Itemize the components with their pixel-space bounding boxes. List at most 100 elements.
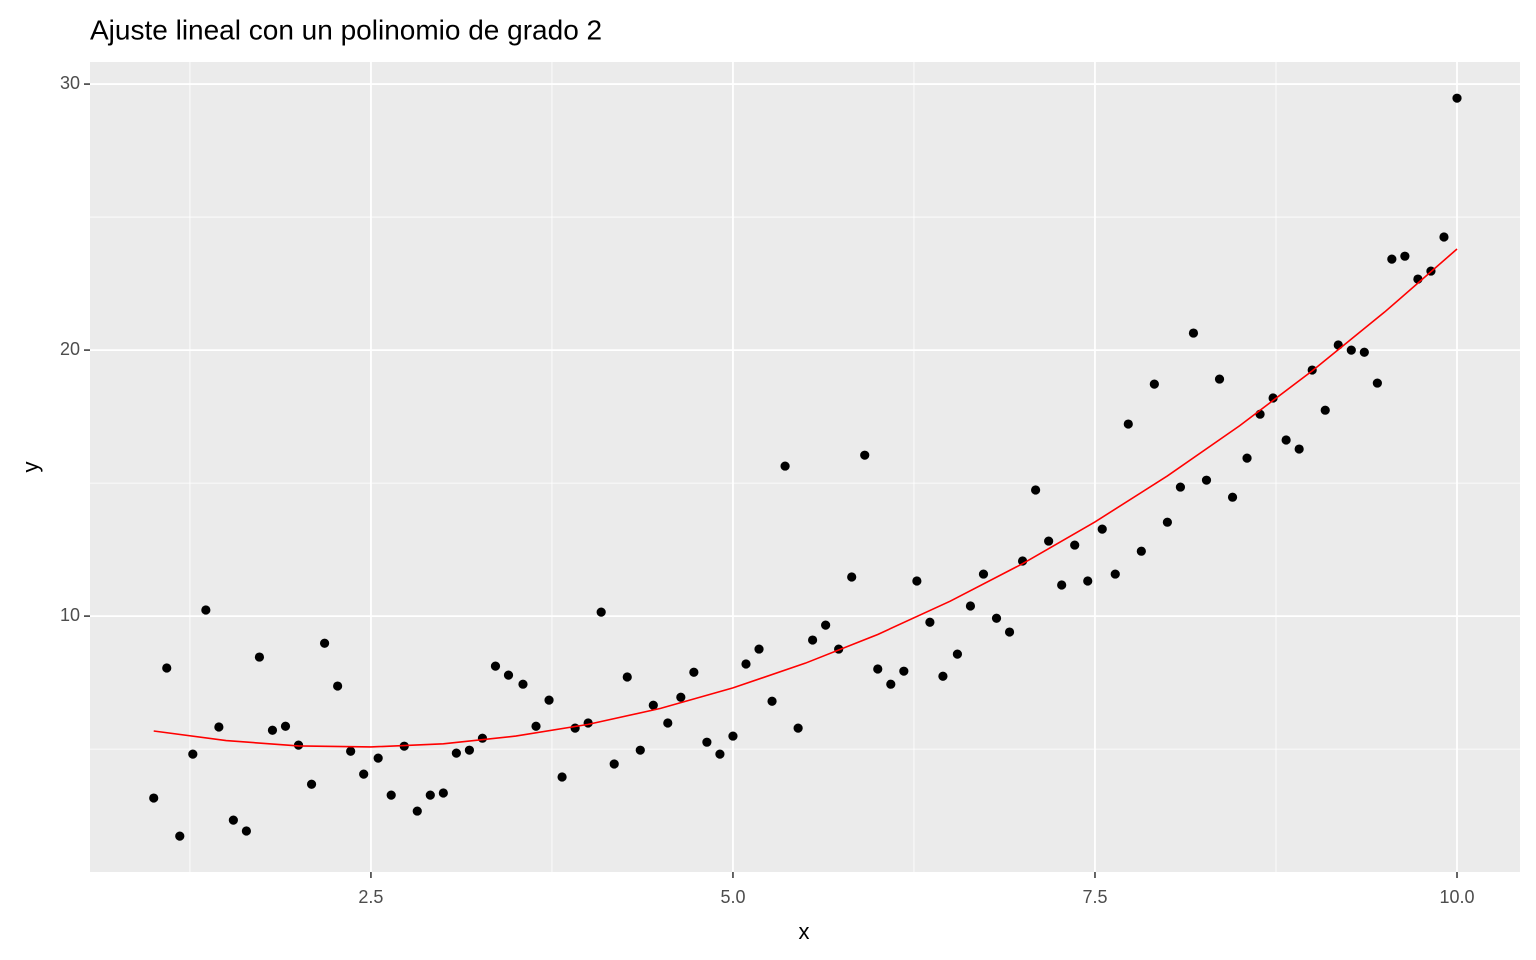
point: [1346, 345, 1356, 355]
point: [912, 576, 922, 586]
point: [860, 450, 870, 460]
point: [1452, 93, 1462, 103]
point: [1387, 254, 1397, 264]
x-axis-title: x: [799, 919, 810, 944]
point: [557, 772, 567, 782]
point: [359, 769, 369, 779]
point: [412, 806, 422, 816]
point: [188, 749, 198, 759]
point: [978, 569, 989, 579]
point: [438, 788, 448, 798]
point: [847, 572, 857, 582]
point: [228, 815, 238, 825]
point: [767, 696, 777, 706]
point: [1136, 546, 1146, 556]
point: [162, 663, 172, 673]
point: [570, 723, 580, 733]
point: [1097, 524, 1107, 534]
point: [728, 731, 738, 741]
point: [741, 659, 751, 669]
point: [1031, 485, 1041, 495]
point: [689, 667, 699, 677]
point: [319, 638, 330, 648]
point: [952, 649, 963, 659]
point: [346, 746, 356, 756]
x-tick-label: 5.0: [720, 887, 745, 907]
point: [1372, 378, 1382, 388]
x-tick-label: 2.5: [358, 887, 383, 907]
point: [965, 601, 976, 611]
point: [267, 725, 278, 735]
point: [1294, 444, 1304, 454]
point: [1057, 580, 1067, 590]
point: [280, 721, 291, 731]
y-tick-label: 20: [60, 339, 80, 359]
point: [793, 723, 803, 733]
point: [938, 671, 948, 681]
point: [715, 749, 725, 759]
point: [477, 733, 488, 743]
point: [648, 700, 658, 710]
point: [518, 679, 528, 689]
point: [663, 718, 673, 728]
point: [886, 679, 896, 689]
point: [386, 790, 396, 800]
point: [873, 664, 883, 674]
point: [425, 790, 435, 800]
panel: [90, 62, 1520, 872]
point: [544, 695, 554, 705]
point: [1110, 569, 1120, 579]
x-tick-label: 7.5: [1082, 887, 1107, 907]
point: [1123, 419, 1133, 429]
point: [1044, 536, 1054, 546]
point: [503, 670, 514, 680]
point: [373, 753, 383, 763]
point: [1320, 405, 1330, 415]
point: [451, 748, 461, 758]
point: [780, 461, 790, 471]
point: [1017, 556, 1028, 566]
point: [808, 635, 818, 645]
point: [1281, 435, 1291, 445]
point: [702, 737, 712, 747]
point: [531, 721, 541, 731]
point: [333, 681, 343, 691]
chart-title: Ajuste lineal con un polinomio de grado …: [90, 14, 602, 45]
point: [175, 831, 185, 841]
point: [925, 617, 935, 627]
point: [899, 666, 909, 676]
point: [214, 722, 224, 732]
point: [201, 605, 211, 615]
y-axis-title: y: [18, 462, 43, 473]
point: [1227, 492, 1238, 502]
point: [991, 613, 1002, 623]
point: [1004, 627, 1015, 637]
point: [490, 661, 501, 671]
trend-line: [153, 248, 1458, 748]
point: [1175, 482, 1186, 492]
point: [254, 652, 265, 662]
point: [1149, 379, 1159, 389]
point: [821, 620, 831, 630]
point: [1214, 374, 1225, 384]
point: [149, 793, 159, 803]
point: [1083, 576, 1093, 586]
point: [241, 826, 251, 836]
point: [1359, 347, 1369, 357]
point: [306, 779, 317, 789]
point: [596, 607, 606, 617]
y-tick-label: 10: [60, 605, 80, 625]
x-tick-label: 10.0: [1439, 887, 1474, 907]
point: [1242, 453, 1252, 463]
point: [1162, 517, 1172, 527]
point: [1070, 540, 1080, 550]
point: [1188, 328, 1199, 338]
point: [635, 745, 645, 755]
point: [754, 644, 764, 654]
point: [1268, 393, 1278, 403]
point: [676, 692, 686, 702]
point: [1439, 232, 1449, 242]
point: [1333, 340, 1343, 350]
y-tick-label: 30: [60, 73, 80, 93]
